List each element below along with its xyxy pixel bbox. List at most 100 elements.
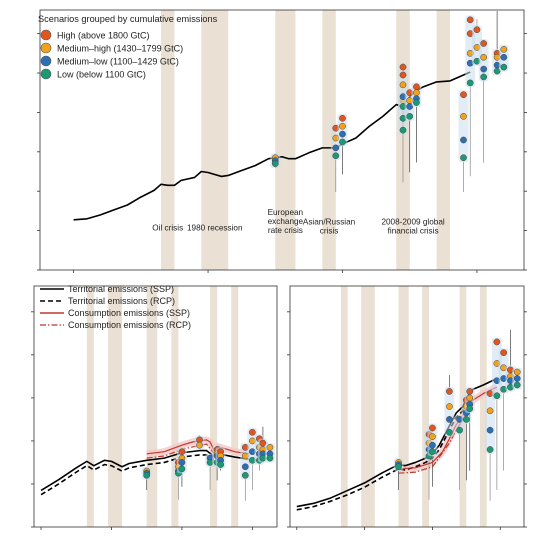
- scenario-marker: [143, 472, 151, 479]
- crisis-band: [86, 286, 94, 527]
- scenario-marker: [486, 407, 494, 415]
- scenario-marker: [259, 439, 267, 447]
- scenario-marker: [446, 416, 453, 423]
- event-annotation: Asian/Russian crisis: [303, 218, 356, 236]
- legend-marker-medium-low: [40, 55, 52, 67]
- crisis-band: [231, 286, 239, 527]
- crisis-band: [275, 10, 296, 270]
- legend-label-medium-low: Medium–low (1100–1429 GtC): [57, 57, 179, 67]
- event-annotation: Oil crisis: [152, 224, 183, 233]
- legend-marker-high: [40, 29, 52, 41]
- scenario-marker: [339, 122, 346, 130]
- scenario-marker: [446, 388, 453, 395]
- scenario-marker: [332, 152, 340, 160]
- scenario-marker: [399, 71, 407, 79]
- scenario-legend: Scenarios grouped by cumulative emission…: [38, 14, 218, 80]
- scenario-marker: [460, 91, 467, 99]
- scenario-marker: [446, 403, 453, 410]
- scenario-marker: [456, 426, 463, 434]
- emissions-legend: Territorial emissions (SSP) Territorial …: [40, 284, 191, 330]
- series-line: [398, 412, 467, 474]
- scenario-marker: [332, 144, 340, 152]
- scenario-marker: [480, 73, 488, 81]
- scenario-marker: [493, 338, 501, 346]
- crisis-band: [210, 286, 218, 527]
- scenario-marker: [462, 416, 470, 423]
- legend-title: Scenarios grouped by cumulative emission…: [38, 14, 218, 24]
- scenario-marker: [500, 46, 508, 53]
- legend-label-territorial-ssp: Territorial emissions (SSP): [68, 284, 174, 294]
- scenario-marker: [466, 388, 474, 395]
- scenario-marker: [480, 53, 488, 61]
- crisis-band: [322, 10, 336, 270]
- scenario-marker: [480, 65, 488, 73]
- scenario-marker: [271, 160, 279, 167]
- scenario-marker: [460, 113, 467, 120]
- plot-frame: [39, 9, 525, 271]
- scenario-marker: [429, 433, 436, 440]
- scenario-range-box: [458, 90, 469, 163]
- legend-label-high: High (above 1800 GtC): [57, 31, 150, 41]
- scenario-marker: [399, 81, 407, 89]
- scenario-marker: [413, 99, 420, 106]
- panel-c-non-oecd: [287, 285, 527, 530]
- legend-marker-medium-high: [40, 42, 52, 54]
- event-annotation: 1980 recession: [187, 224, 243, 233]
- scenario-marker: [196, 441, 203, 449]
- crisis-band: [436, 10, 451, 270]
- panel-b-oecd: [31, 285, 278, 530]
- scenario-marker: [399, 63, 407, 71]
- crisis-band: [201, 10, 229, 270]
- scenario-marker: [473, 26, 481, 34]
- scenario-marker: [241, 463, 249, 471]
- crisis-band: [340, 286, 348, 527]
- scenario-marker: [466, 394, 474, 402]
- scenario-marker: [460, 154, 467, 162]
- scenario-marker: [178, 459, 186, 466]
- scenario-range-box: [337, 113, 348, 147]
- scenario-marker: [493, 392, 501, 400]
- plot-frame: [33, 285, 278, 528]
- crisis-band: [398, 286, 409, 527]
- crisis-band: [361, 286, 375, 527]
- scenario-marker: [429, 424, 436, 432]
- scenario-range-box: [485, 389, 496, 455]
- scenario-marker: [178, 448, 186, 456]
- crisis-band: [146, 286, 158, 527]
- crisis-band: [422, 286, 430, 527]
- scenario-marker: [513, 381, 521, 389]
- scenario-marker: [406, 113, 414, 120]
- scenario-marker: [480, 40, 488, 47]
- scenario-marker: [486, 446, 494, 453]
- scenario-range-box: [444, 386, 455, 437]
- plot-frame: [289, 285, 525, 528]
- scenario-marker: [513, 368, 521, 376]
- scenario-marker: [429, 448, 436, 456]
- scenario-marker: [339, 130, 346, 138]
- crisis-band: [161, 10, 175, 270]
- crisis-band: [479, 286, 487, 527]
- scenario-marker: [466, 79, 474, 87]
- scenario-marker: [217, 461, 225, 468]
- scenario-marker: [248, 428, 256, 436]
- scenario-marker: [399, 126, 407, 134]
- event-annotation: 2008-2009 global financial crisis: [381, 218, 444, 236]
- scenario-marker: [339, 138, 346, 146]
- panel-a: Oil crisis 1980 recession European exchange…: [37, 9, 527, 273]
- series-line: [40, 454, 218, 496]
- scenario-marker: [413, 89, 420, 97]
- legend-label-consumption-ssp: Consumption emissions (SSP): [68, 308, 190, 318]
- scenario-marker: [413, 83, 420, 91]
- legend-label-low: Low (below 1100 GtC): [57, 70, 146, 80]
- scenario-marker: [266, 454, 274, 462]
- scenario-marker: [500, 349, 508, 357]
- scenario-marker: [241, 472, 249, 479]
- scenario-marker: [500, 53, 508, 61]
- scenario-marker: [266, 444, 274, 451]
- series-line: [146, 439, 249, 455]
- legend-marker-low: [40, 68, 52, 80]
- scenario-marker: [429, 441, 436, 449]
- scenario-marker: [339, 114, 346, 122]
- scenario-marker: [178, 465, 186, 473]
